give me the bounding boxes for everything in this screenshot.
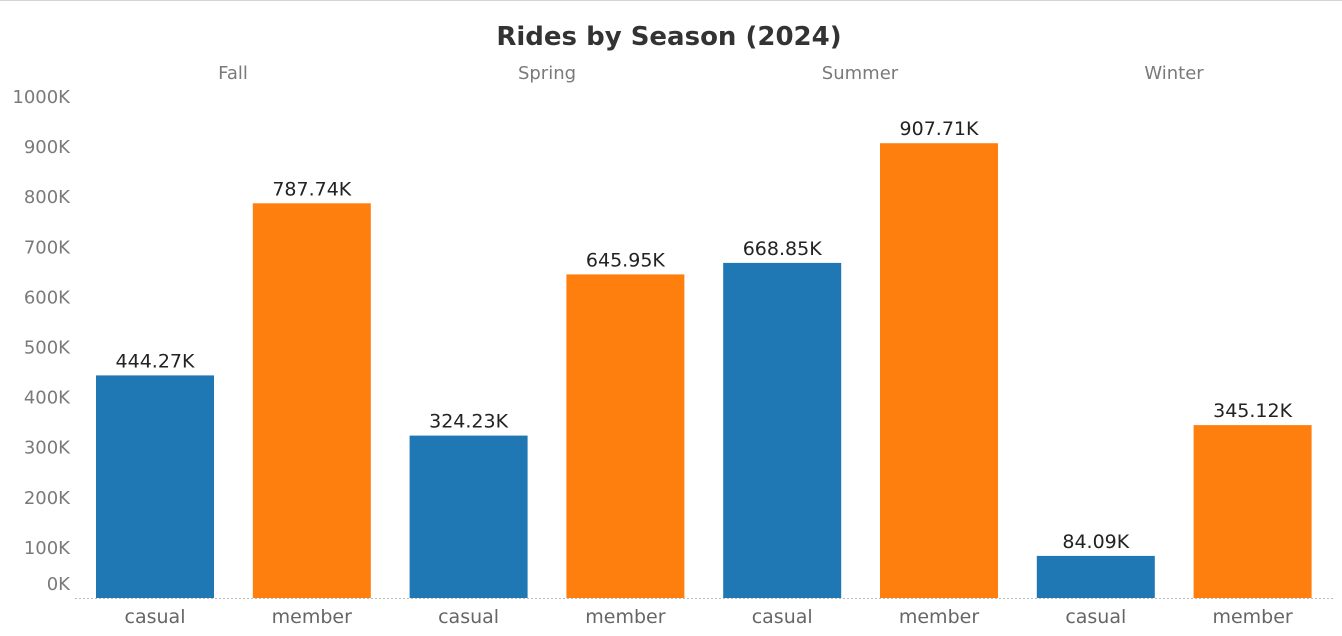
data-label-winter-casual: 84.09K (1062, 531, 1129, 553)
pane-header-winter: Winter (1144, 63, 1204, 84)
data-label-winter-member: 345.12K (1213, 400, 1292, 422)
pane-header-summer: Summer (822, 63, 899, 84)
top-border (0, 0, 1342, 1)
x-tick-label: casual (125, 606, 186, 628)
bar-winter-member (1193, 425, 1312, 598)
data-label-spring-member: 645.95K (586, 249, 665, 271)
data-label-fall-casual: 444.27K (116, 350, 195, 372)
bar-summer-casual (723, 262, 842, 598)
bar-fall-casual (96, 375, 214, 598)
y-tick-label: 100K (24, 538, 71, 559)
data-label-fall-member: 787.74K (272, 178, 351, 200)
y-tick-label: 900K (24, 137, 71, 158)
bar-fall-member (252, 203, 371, 599)
x-tick-label: member (899, 606, 979, 628)
x-axis: casual member casual member casual member casu… (75, 598, 1334, 628)
x-tick-label: member (585, 606, 665, 628)
data-label-summer-casual: 668.85K (743, 238, 822, 260)
bar-winter-casual (1036, 555, 1155, 598)
y-tick-label: 1000K (12, 87, 71, 108)
pane-header-fall: Fall (218, 63, 248, 84)
y-tick-label: 400K (24, 388, 71, 409)
x-tick-label: casual (438, 606, 499, 628)
x-tick-label: member (272, 606, 352, 628)
bar-spring-casual (409, 435, 528, 598)
chart-title: Rides by Season (2024) (496, 22, 841, 52)
y-tick-label: 0K (47, 574, 71, 595)
data-label-spring-casual: 324.23K (429, 411, 508, 433)
x-tick-label: casual (752, 606, 813, 628)
y-tick-label: 500K (24, 338, 71, 359)
y-tick-label: 300K (24, 438, 71, 459)
bar-spring-member (566, 274, 685, 598)
y-tick-label: 600K (24, 287, 71, 308)
y-tick-label: 700K (24, 237, 71, 258)
x-tick-label: casual (1065, 606, 1126, 628)
pane-headers: Fall Spring Summer Winter (218, 63, 1204, 84)
data-label-summer-member: 907.71K (900, 118, 979, 140)
y-axis: 0K 100K 200K 300K 400K 500K 600K 700K 800K 900K 10… (12, 87, 71, 595)
bar-summer-member (880, 143, 998, 598)
y-tick-label: 200K (24, 488, 71, 509)
x-tick-label: member (1212, 606, 1292, 628)
bars: 444.27K 787.74K 324.23K 645.95K 668.85K 907.7… (96, 118, 1312, 599)
y-tick-label: 800K (24, 187, 71, 208)
pane-header-spring: Spring (518, 63, 576, 84)
